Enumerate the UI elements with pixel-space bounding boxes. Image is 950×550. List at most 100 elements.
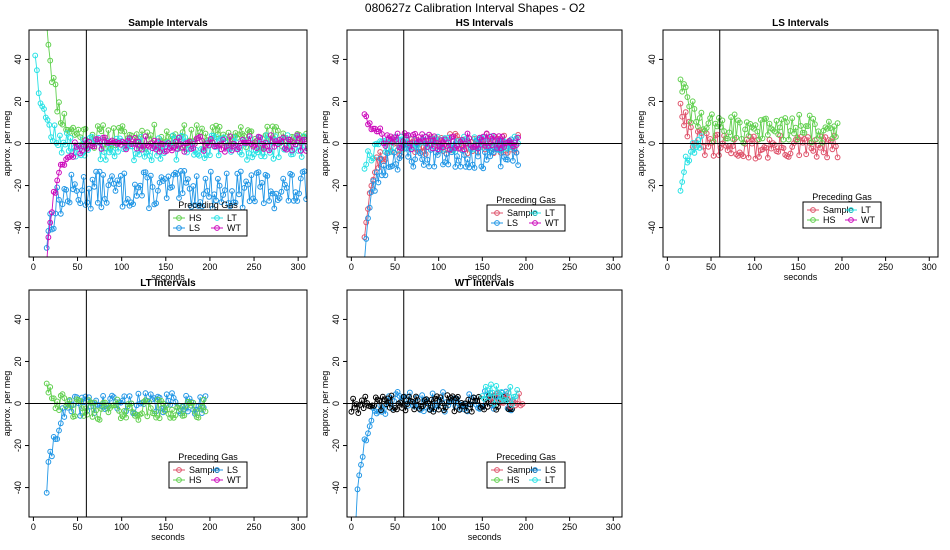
data-point — [186, 138, 193, 145]
data-point — [149, 184, 156, 190]
data-point — [505, 390, 512, 396]
data-point — [805, 134, 811, 140]
data-point — [684, 94, 691, 100]
data-point — [362, 258, 367, 263]
data-point — [455, 393, 461, 400]
data-point — [294, 198, 301, 204]
data-point — [252, 198, 258, 205]
data-point — [733, 134, 740, 141]
data-point — [214, 134, 220, 141]
data-point — [373, 410, 380, 417]
data-point — [119, 123, 126, 129]
data-point — [297, 147, 304, 154]
legend-label: Sample — [189, 465, 220, 475]
data-point — [370, 155, 377, 162]
data-point — [98, 406, 105, 412]
legend-marker — [848, 217, 854, 223]
data-point — [459, 137, 466, 143]
data-point — [82, 393, 89, 400]
data-point — [287, 136, 294, 143]
data-point — [115, 148, 121, 155]
data-point — [45, 228, 52, 234]
data-point — [185, 176, 191, 183]
series-line-lt — [34, 55, 307, 162]
data-point — [116, 181, 122, 188]
data-point — [207, 152, 213, 159]
data-point — [258, 153, 265, 160]
data-point — [114, 396, 121, 403]
data-point — [200, 191, 207, 198]
x-tick-label: 50 — [390, 522, 400, 532]
y-tick-label: -20 — [13, 179, 23, 192]
data-point — [70, 154, 76, 160]
data-point — [45, 389, 52, 396]
data-point — [298, 154, 305, 160]
data-point — [135, 417, 142, 423]
legend-label: HS — [189, 213, 202, 223]
data-point — [275, 154, 282, 161]
x-tick-label: 150 — [158, 262, 173, 272]
data-point — [296, 190, 303, 197]
data-point — [203, 152, 210, 159]
data-point — [81, 152, 88, 159]
data-point — [45, 459, 52, 465]
data-point — [382, 411, 389, 417]
data-point — [56, 407, 62, 414]
data-point — [780, 145, 787, 152]
data-point — [778, 116, 785, 123]
legend-label: WT — [227, 475, 241, 485]
legend-marker — [494, 220, 500, 226]
data-point — [160, 141, 167, 148]
data-point — [275, 127, 281, 134]
data-point — [478, 141, 485, 148]
data-point — [61, 162, 68, 168]
data-point — [37, 100, 44, 107]
data-point — [237, 124, 244, 130]
data-point — [174, 146, 181, 152]
data-point — [216, 123, 223, 130]
data-point — [431, 133, 438, 140]
data-point — [710, 152, 717, 159]
x-tick-label: 100 — [114, 262, 129, 272]
data-point — [466, 135, 473, 142]
data-point — [689, 98, 696, 105]
data-point — [689, 140, 696, 146]
data-point — [370, 125, 377, 132]
legend-box — [802, 201, 882, 229]
data-point — [264, 173, 271, 179]
data-point — [154, 152, 160, 159]
data-point — [153, 200, 160, 207]
data-point — [693, 144, 700, 151]
data-point — [253, 145, 260, 151]
data-point — [146, 399, 152, 405]
data-point — [784, 119, 790, 125]
y-tick-label: 0 — [647, 141, 657, 146]
y-tick-label: 40 — [647, 54, 657, 64]
data-point — [810, 115, 817, 122]
data-point — [681, 81, 687, 87]
data-point — [466, 391, 473, 398]
panel-lt: LT Intervals 0 50 100 150 200 250 300 -40 -20 0 20 4… — [2, 278, 308, 542]
data-point — [41, 106, 47, 112]
data-point — [824, 154, 830, 161]
data-point — [770, 126, 776, 133]
data-point — [79, 136, 86, 143]
data-point — [476, 134, 483, 141]
data-point — [397, 399, 404, 406]
data-point — [222, 187, 228, 194]
data-point — [434, 393, 440, 400]
data-point — [438, 137, 445, 144]
data-point — [365, 215, 371, 222]
data-point — [366, 120, 373, 126]
legend-label: LT — [545, 475, 555, 485]
data-point — [677, 187, 684, 194]
y-tick-label: -40 — [13, 481, 23, 494]
x-tick-label: 300 — [606, 262, 621, 272]
data-point — [385, 395, 391, 402]
data-point — [745, 154, 752, 161]
data-point — [763, 144, 769, 151]
data-point — [147, 172, 154, 179]
data-point — [98, 204, 105, 211]
data-point — [358, 397, 365, 404]
series-line-hs — [680, 79, 839, 145]
